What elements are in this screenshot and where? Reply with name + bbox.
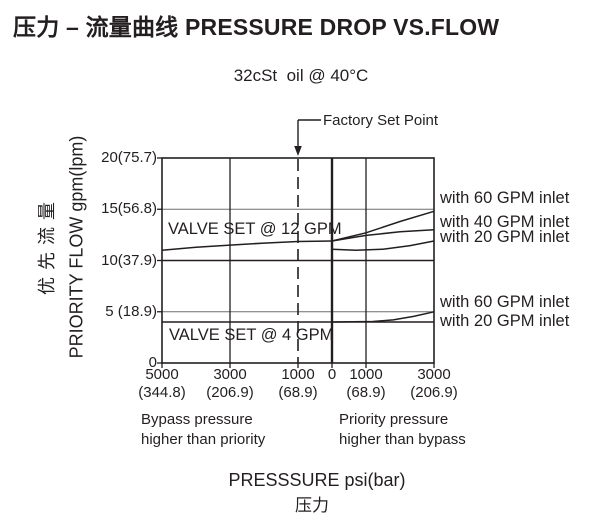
- x-tick-label: 3000: [213, 366, 247, 383]
- x-tick-label: 3000: [417, 366, 451, 383]
- y-tick-label: 15(56.8): [101, 200, 157, 218]
- priority-region-line1: Priority pressure: [339, 411, 449, 428]
- x-tick-label: 1000: [281, 366, 315, 383]
- chart-title: 压力 – 流量曲线 PRESSURE DROP VS.FLOW: [13, 14, 500, 40]
- curve-label-valve12-40: with 40 GPM inlet: [440, 212, 570, 231]
- curve-label-valve12-60: with 60 GPM inlet: [440, 188, 570, 207]
- x-tick-sub-label: (68.9): [346, 384, 386, 401]
- y-tick-label: 5 (18.9): [105, 302, 157, 320]
- x-tick-label: 1000: [349, 366, 383, 383]
- curve-valve4-60: [331, 311, 435, 323]
- curve-valve12-60: [331, 210, 435, 242]
- chart-subtitle: 32cSt oil @ 40°C: [233, 66, 369, 85]
- y-tick-label: 20(75.7): [101, 149, 157, 166]
- y-tick-label: 0: [148, 354, 157, 371]
- x-tick-sub-label: (206.9): [206, 384, 254, 401]
- x-tick-label: 5000: [145, 366, 179, 383]
- bypass-region-line2: higher than priority: [141, 430, 266, 448]
- curve-valve12-main: [161, 240, 333, 252]
- curve-valve12-40: [331, 229, 435, 242]
- priority-region-line2: higher than bypass: [339, 430, 466, 448]
- bypass-region-caption: Bypass pressure higher than priority: [141, 410, 265, 449]
- curve-label-valve12-20: with 20 GPM inlet: [440, 227, 570, 246]
- bypass-region-line1: Bypass pressure: [141, 411, 253, 428]
- factory-set-point-label: Factory Set Point: [323, 112, 439, 129]
- y-axis-label: PRIORITY FLOW gpm(lpm): [66, 135, 87, 359]
- x-tick-sub-label: (206.9): [410, 384, 458, 401]
- x-tick-label: 0: [327, 366, 337, 383]
- y-axis-label-chinese: 优先流量: [37, 195, 57, 295]
- x-axis-label: PRESSSURE psi(bar): [228, 470, 406, 490]
- priority-region-caption: Priority pressure higher than bypass: [339, 410, 466, 449]
- curve-label-valve4-60: with 60 GPM inlet: [440, 292, 570, 311]
- curve-valve12-20: [331, 240, 435, 252]
- x-tick-sub-label: (344.8): [138, 384, 186, 401]
- valve-set-4-annotation: VALVE SET @ 4 GPM: [169, 326, 334, 344]
- x-tick-sub-label: (68.9): [278, 384, 318, 401]
- curve-label-valve4-20: with 20 GPM inlet: [440, 312, 570, 330]
- factory-arrow-head: [294, 146, 302, 156]
- x-axis-label-chinese: 压力: [295, 496, 329, 515]
- valve-set-12-annotation: VALVE SET @ 12 GPM: [168, 220, 342, 238]
- y-tick-label: 10(37.9): [101, 251, 157, 269]
